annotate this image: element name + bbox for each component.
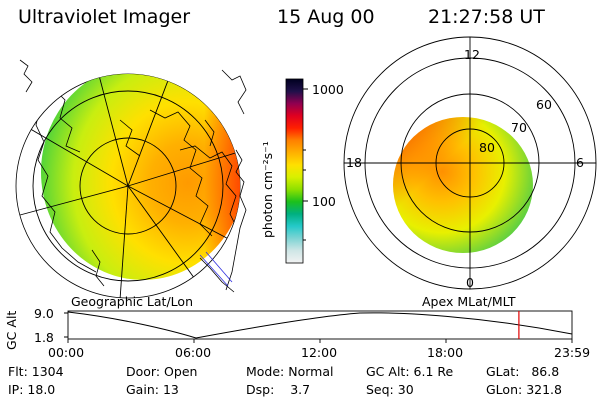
status-mode: Mode: Normal [246, 364, 334, 379]
mlat-label-60: 60 [536, 97, 552, 112]
mlt-label-12: 12 [464, 47, 480, 62]
aurora-rim-magnetic [393, 117, 533, 253]
status-gain-value: 13 [162, 382, 179, 397]
altitude-plot [64, 310, 573, 343]
status-glon-value: 321.8 [526, 382, 562, 397]
status-gcalt-value: 6.1 Re [413, 364, 454, 379]
status-gcalt: GC Alt: 6.1 Re [366, 364, 454, 379]
altitude-max-label: 9.0 [34, 306, 54, 321]
aurora-rim-geographic [41, 74, 240, 280]
colorbar-scale [285, 78, 304, 264]
time-axis-ticks [67, 339, 573, 343]
status-glon: GLon: 321.8 [486, 382, 562, 397]
time-tick-1200: 12:00 [301, 345, 338, 360]
status-ip-value: 18.0 [27, 382, 56, 397]
status-flt: Flt: 1304 [8, 364, 64, 379]
status-glat-value: 86.8 [531, 364, 560, 379]
altitude-min-label: 1.8 [34, 330, 54, 345]
colorbar-unit-label: photon cm⁻²s⁻¹ [260, 141, 275, 238]
status-gain: Gain: 13 [126, 382, 179, 397]
colorbar-label-100: 100 [312, 194, 336, 209]
observation-date: 15 Aug 00 [277, 6, 375, 28]
magnetic-polar-map [343, 36, 597, 290]
status-seq: Seq: 30 [366, 382, 414, 397]
geographic-grid [16, 74, 240, 298]
geographic-map [15, 59, 247, 299]
time-tick-0000: 00:00 [48, 345, 85, 360]
geographic-caption: Geographic Lat/Lon [71, 294, 193, 309]
altitude-axis-label: GC Alt [4, 310, 19, 350]
mlat-label-70: 70 [511, 120, 527, 135]
mlt-label-0: 0 [466, 275, 474, 290]
status-flt-value: 1304 [31, 364, 64, 379]
mlt-label-6: 6 [576, 155, 584, 170]
status-dsp: Dsp: 3.7 [246, 382, 311, 397]
mlat-label-80: 80 [479, 140, 495, 155]
polar-grid [344, 37, 596, 289]
status-door: Door: Open [126, 364, 198, 379]
time-tick-2359: 23:59 [554, 345, 591, 360]
instrument-title: Ultraviolet Imager [18, 6, 191, 28]
magnetic-caption: Apex MLat/MLT [422, 294, 516, 309]
status-glat: GLat: 86.8 [486, 364, 560, 379]
status-mode-value: Normal [288, 364, 334, 379]
status-ip: IP: 18.0 [8, 382, 56, 397]
time-tick-1800: 18:00 [427, 345, 464, 360]
orbit-altitude-curve [67, 311, 573, 339]
status-dsp-value: 3.7 [290, 382, 311, 397]
status-door-value: Open [164, 364, 198, 379]
coastlines [27, 89, 239, 287]
coastlines-outside [19, 59, 247, 293]
observation-time: 21:27:58 UT [428, 6, 545, 28]
colorbar-label-1000: 1000 [312, 82, 344, 97]
time-tick-0600: 06:00 [175, 345, 212, 360]
dayside-terminator [199, 251, 233, 287]
mlt-label-18: 18 [346, 155, 362, 170]
colorbar [285, 78, 308, 264]
status-seq-value: 30 [397, 382, 414, 397]
